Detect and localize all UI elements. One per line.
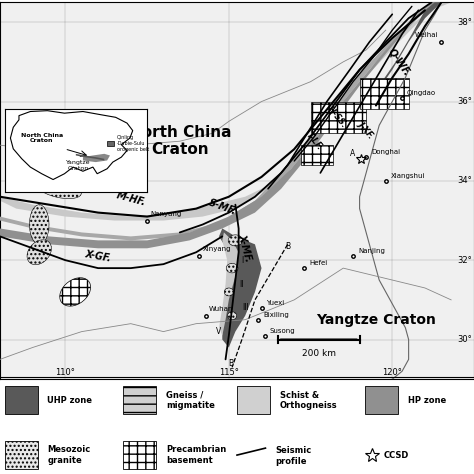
Text: Schist &
Orthogneiss: Schist & Orthogneiss: [280, 391, 337, 410]
Text: Yuexi: Yuexi: [266, 300, 285, 306]
Text: A: A: [350, 149, 356, 157]
Text: H-SS.: H-SS.: [325, 105, 348, 130]
Text: Nanjing: Nanjing: [358, 248, 385, 254]
Bar: [5, 386, 38, 414]
Polygon shape: [360, 78, 409, 109]
Text: UHP zone: UHP zone: [47, 396, 92, 405]
Polygon shape: [0, 2, 451, 220]
Text: Mesozoic
granite: Mesozoic granite: [47, 446, 91, 465]
Polygon shape: [228, 312, 237, 319]
Polygon shape: [87, 177, 122, 192]
Polygon shape: [83, 154, 110, 162]
Polygon shape: [38, 176, 80, 193]
Bar: [123, 386, 156, 414]
Polygon shape: [310, 101, 366, 133]
Text: M-HF.: M-HF.: [115, 190, 146, 208]
Text: Nanyang: Nanyang: [150, 210, 182, 217]
Text: II: II: [240, 280, 244, 289]
Text: Susong: Susong: [270, 328, 295, 334]
Text: Seismic
profile: Seismic profile: [275, 447, 311, 466]
Polygon shape: [224, 288, 233, 296]
Text: J-XF.: J-XF.: [356, 119, 376, 139]
Polygon shape: [76, 154, 104, 161]
Text: V: V: [217, 327, 222, 336]
Polygon shape: [29, 205, 49, 244]
Text: 200 km: 200 km: [302, 349, 336, 358]
Text: Xiangshui: Xiangshui: [391, 173, 425, 179]
Bar: [123, 441, 156, 469]
Text: B': B': [228, 359, 236, 368]
Text: 30°: 30°: [457, 335, 473, 344]
Polygon shape: [228, 235, 243, 246]
Text: 36°: 36°: [457, 97, 473, 106]
Polygon shape: [301, 145, 333, 165]
Text: Xi'an: Xi'an: [33, 159, 50, 165]
Text: X-MF.: X-MF.: [237, 233, 254, 263]
Bar: [237, 386, 270, 414]
Text: Yangtze Craton: Yangtze Craton: [316, 313, 436, 327]
Text: Yangtze
Craton: Yangtze Craton: [66, 160, 91, 171]
Text: S-MF.: S-MF.: [207, 197, 237, 216]
Text: Hefei: Hefei: [309, 260, 327, 266]
Polygon shape: [0, 2, 441, 240]
Text: I: I: [241, 255, 243, 264]
Polygon shape: [60, 278, 91, 306]
Polygon shape: [219, 228, 262, 347]
Polygon shape: [219, 232, 238, 336]
Text: 110°: 110°: [55, 368, 75, 377]
Polygon shape: [0, 2, 441, 248]
Text: Qinling
-Dabie-Sulu
orogenic belt: Qinling -Dabie-Sulu orogenic belt: [117, 135, 149, 152]
Text: 120°: 120°: [383, 368, 402, 377]
Polygon shape: [36, 179, 82, 199]
Text: North China
Craton: North China Craton: [128, 125, 231, 157]
Text: North China
Craton: North China Craton: [21, 133, 63, 144]
Polygon shape: [226, 264, 238, 273]
Text: Wuhan: Wuhan: [209, 306, 234, 312]
Text: Xinyang: Xinyang: [203, 246, 231, 252]
Text: X-GF.: X-GF.: [84, 249, 112, 264]
Text: 32°: 32°: [457, 255, 473, 264]
Text: 34°: 34°: [457, 176, 473, 185]
Text: III: III: [242, 303, 248, 312]
Text: Qingdao: Qingdao: [407, 90, 436, 96]
Text: 115°: 115°: [219, 368, 239, 377]
Text: Weihai: Weihai: [415, 32, 438, 38]
Text: Precambrian
basement: Precambrian basement: [166, 446, 226, 465]
Text: 38°: 38°: [457, 18, 473, 27]
Polygon shape: [87, 175, 122, 190]
Text: T-LF.: T-LF.: [304, 130, 324, 152]
Bar: [5, 441, 38, 469]
Polygon shape: [27, 240, 52, 265]
Text: Bixiling: Bixiling: [263, 312, 289, 318]
Text: Q-WF.: Q-WF.: [386, 46, 412, 77]
Text: HP zone: HP zone: [408, 396, 446, 405]
Bar: [107, 141, 114, 146]
Bar: [365, 386, 398, 414]
Text: Donghai: Donghai: [371, 149, 400, 155]
Polygon shape: [360, 2, 441, 106]
Text: CCSD: CCSD: [384, 451, 410, 460]
Polygon shape: [10, 111, 133, 180]
Text: Gneiss /
migmatite: Gneiss / migmatite: [166, 391, 215, 410]
Text: B: B: [285, 242, 290, 251]
